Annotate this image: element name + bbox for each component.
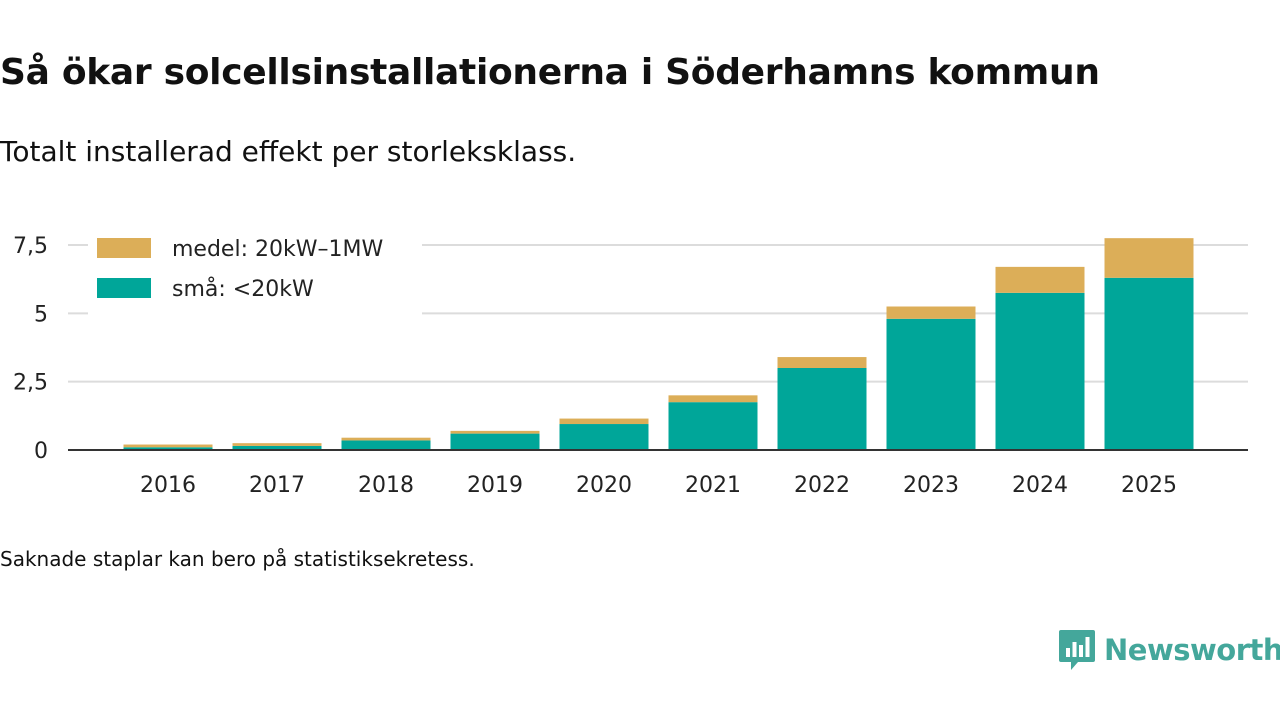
bar-segment	[668, 402, 758, 450]
bar-segment	[886, 318, 976, 450]
y-tick-label: 5	[34, 302, 48, 327]
newsworthy-logo-icon	[1059, 630, 1095, 670]
chart-subtitle: Totalt installerad effekt per storlekskl…	[0, 135, 577, 168]
x-tick-label: 2023	[903, 473, 959, 498]
bar-segment	[1104, 277, 1194, 450]
x-tick-label: 2018	[358, 473, 414, 498]
chart-title: Så ökar solcellsinstallationerna i Söder…	[0, 52, 1100, 93]
bar-segment	[123, 447, 213, 450]
bar-segment	[668, 395, 758, 403]
y-tick-label: 2,5	[13, 371, 48, 396]
newsworthy-logo: Newsworthy	[1058, 628, 1280, 672]
bar-segment	[450, 430, 540, 434]
x-tick-label: 2022	[794, 473, 850, 498]
x-tick-label: 2019	[467, 473, 523, 498]
y-tick-label: 7,5	[13, 234, 48, 259]
x-tick-label: 2017	[249, 473, 305, 498]
legend-label: små: <20kW	[172, 276, 314, 302]
y-tick-label: 0	[34, 439, 48, 464]
x-tick-label: 2021	[685, 473, 741, 498]
legend-swatch	[97, 238, 151, 258]
bar-segment	[559, 418, 649, 425]
bar-segment	[1104, 238, 1194, 278]
bar-segment	[995, 292, 1085, 450]
newsworthy-logo-text: Newsworthy	[1104, 633, 1280, 667]
legend-label: medel: 20kW–1MW	[172, 237, 383, 262]
bar-segment	[777, 357, 867, 368]
legend-swatch	[97, 278, 151, 298]
bar-segment	[341, 440, 431, 450]
bar-segment	[123, 444, 213, 448]
bar-segment	[995, 266, 1085, 293]
bar-segment	[232, 445, 322, 450]
x-tick-label: 2025	[1121, 473, 1177, 498]
x-tick-label: 2020	[576, 473, 632, 498]
bar-segment	[450, 433, 540, 450]
bar-segment	[777, 368, 867, 450]
x-tick-label: 2024	[1012, 473, 1068, 498]
bar-segment	[559, 424, 649, 450]
bar-segment	[886, 306, 976, 319]
bar-segment	[232, 443, 322, 446]
bar-segment	[341, 437, 431, 441]
x-tick-label: 2016	[140, 473, 196, 498]
footnote: Saknade staplar kan bero på statistiksek…	[0, 547, 475, 571]
